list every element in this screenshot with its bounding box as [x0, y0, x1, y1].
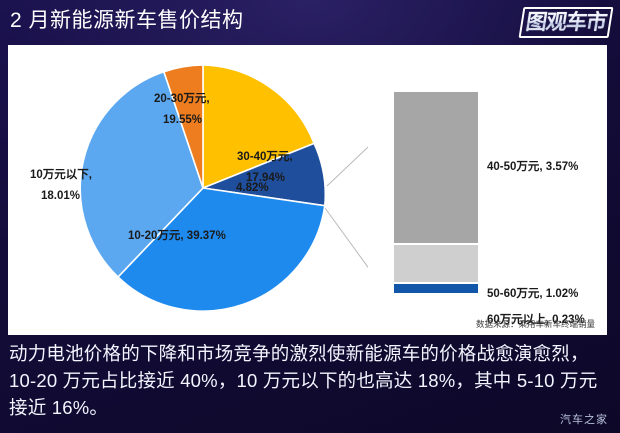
pie-label-10-20: 10-20万元, 39.37% — [128, 229, 226, 242]
brand-logo-text: 图观车市 — [518, 7, 614, 38]
brand-logo: 图观车市 — [518, 7, 614, 38]
pie-label-20-30-line2: 19.55% — [163, 114, 202, 126]
pie-svg: 20-30万元, 19.55% 30-40万元, 17.94% 10万元以下, … — [30, 64, 368, 312]
pie-label-under-10-line1: 10万元以下, — [30, 168, 92, 181]
bar-segment-60-plus[interactable] — [394, 284, 478, 293]
bar-label-60-plus: 60万元以上, 0.23% — [487, 314, 585, 326]
pie-label-30-40-line2: 17.94% — [246, 172, 285, 184]
watermark: 汽车之家 — [560, 414, 608, 426]
leader-line-bottom — [324, 207, 368, 269]
caption-text: 动力电池价格的下降和市场竞争的激烈使新能源车的价格战愈演愈烈，10-20 万元占… — [9, 343, 598, 418]
pie-slices — [79, 64, 327, 312]
bar-label-50-60: 50-60万元, 1.02% — [487, 288, 579, 300]
pie-slice-30-40[interactable] — [202, 64, 316, 190]
bar-segment-40-50[interactable] — [394, 92, 478, 243]
pie-slice-labels: 20-30万元, 19.55% 30-40万元, 17.94% 10万元以下, … — [30, 92, 293, 242]
leader-line-top — [326, 146, 368, 187]
pie-slice-under-10[interactable] — [79, 70, 204, 279]
bar-segment-50-60[interactable] — [394, 245, 478, 282]
pie-label-30-40-line1: 30-40万元, — [237, 150, 293, 163]
pie-label-under-10-line2: 18.01% — [41, 190, 80, 202]
pie-chart: 20-30万元, 19.55% 30-40万元, 17.94% 10万元以下, … — [8, 45, 368, 335]
breakout-bar — [394, 92, 478, 293]
source-note: 数据来源：乘用车新车终端销量 — [475, 319, 595, 329]
bar-label-40-50: 40-50万元, 3.57% — [487, 161, 579, 173]
pie-slice-20-30[interactable] — [162, 64, 204, 189]
pie-label-20-30-line1: 20-30万元, — [154, 92, 210, 105]
chart-panel: 20-30万元, 19.55% 30-40万元, 17.94% 10万元以下, … — [8, 45, 607, 335]
pie-label-other: 4.82% — [236, 182, 269, 194]
pie-slice-10-20[interactable] — [116, 187, 326, 312]
page-title: 2 月新能源新车售价结构 — [10, 9, 244, 32]
